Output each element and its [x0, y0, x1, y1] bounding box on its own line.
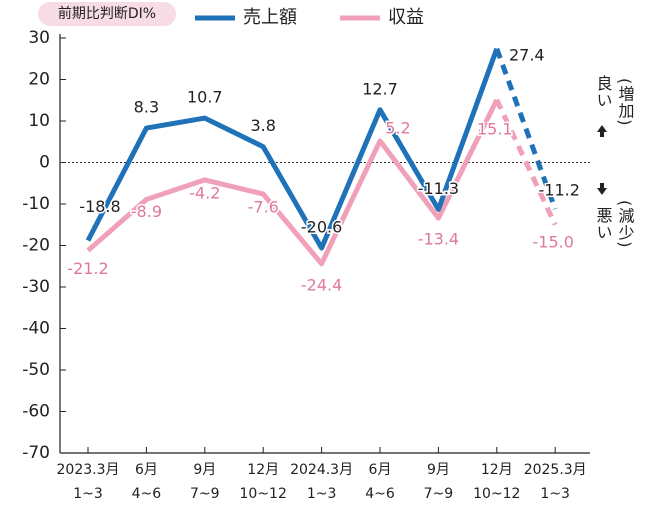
x-tick-label: 7~9 [424, 486, 454, 502]
x-tick-label: 9月 [193, 462, 216, 478]
data-label: 5.2 [385, 118, 410, 137]
data-label: -21.2 [67, 259, 108, 278]
y-tick-label: 10 [28, 111, 50, 131]
unit-label: 前期比判断DI% [58, 5, 156, 22]
forecast-line [494, 47, 558, 210]
unit-badge [38, 2, 176, 26]
x-tick-label: 12月 [247, 462, 279, 478]
x-tick-label: 1~3 [540, 486, 570, 502]
x-tick-label: 4~6 [132, 486, 162, 502]
x-tick-label: 7~9 [190, 486, 220, 502]
data-label: -4.2 [189, 183, 220, 202]
side-note: 良い [594, 75, 613, 109]
legend-label: 収益 [388, 7, 424, 28]
x-tick-label: 12月 [481, 462, 513, 478]
x-tick-label: 10~12 [240, 486, 287, 502]
data-label: -11.3 [418, 179, 459, 198]
x-tick-label: 2023.3月 [57, 462, 120, 478]
y-tick-label: -30 [22, 277, 50, 297]
y-tick-label: 0 [39, 153, 50, 173]
up-arrow [597, 125, 607, 137]
down-arrow [597, 183, 607, 195]
data-label: -18.8 [79, 197, 120, 216]
data-label: -20.6 [301, 217, 342, 236]
data-label: 27.4 [509, 45, 545, 64]
y-tick-label: -20 [22, 236, 50, 256]
y-tick-label: 30 [28, 28, 50, 48]
x-tick-label: 2024.3月 [290, 462, 353, 478]
data-label: 15.1 [477, 119, 513, 138]
x-tick-label: 6月 [135, 462, 158, 478]
y-tick-label: 20 [28, 70, 50, 90]
side-note: 悪い [594, 207, 613, 241]
data-label: -15.0 [532, 232, 573, 251]
x-tick-label: 9月 [427, 462, 450, 478]
x-tick-label: 6月 [369, 462, 392, 478]
data-label: 3.8 [250, 116, 275, 135]
data-label: -7.6 [248, 198, 279, 217]
legend-label: 売上額 [243, 7, 297, 28]
data-label: -11.2 [538, 180, 579, 199]
y-tick-label: -40 [22, 319, 50, 339]
x-tick-label: 2025.3月 [524, 462, 587, 478]
y-tick-label: -50 [22, 360, 50, 380]
data-label: 8.3 [134, 98, 159, 117]
y-tick-label: -60 [22, 402, 50, 422]
data-label: 12.7 [362, 79, 398, 98]
series-line [86, 98, 500, 267]
y-tick-label: -70 [22, 443, 50, 463]
data-label: 10.7 [187, 88, 223, 107]
x-tick-label: 1~3 [307, 486, 337, 502]
forecast-line [494, 98, 558, 226]
side-note: (増加) [616, 78, 635, 126]
data-label: -13.4 [418, 230, 459, 249]
x-tick-label: 1~3 [73, 486, 103, 502]
data-label: -24.4 [301, 275, 342, 294]
x-tick-label: 4~6 [365, 486, 395, 502]
side-note: (減少) [616, 200, 635, 248]
x-tick-label: 10~12 [473, 486, 520, 502]
series-line [85, 47, 500, 251]
y-tick-label: -10 [22, 194, 50, 214]
data-label: -8.9 [131, 202, 162, 221]
